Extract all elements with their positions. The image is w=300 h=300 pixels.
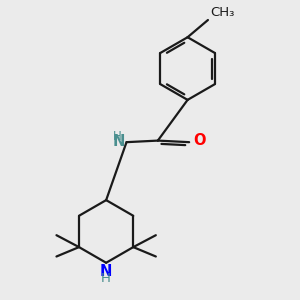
Text: H: H (101, 272, 111, 285)
Text: CH₃: CH₃ (210, 6, 234, 20)
Text: O: O (193, 133, 206, 148)
Text: N: N (113, 134, 125, 149)
Text: N: N (100, 264, 112, 279)
Text: H: H (113, 130, 122, 143)
